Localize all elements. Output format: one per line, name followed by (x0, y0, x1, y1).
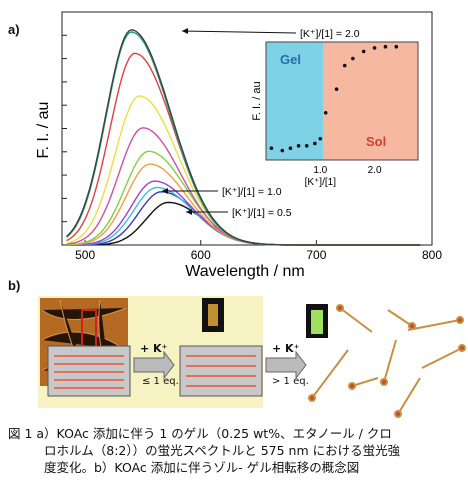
spectrum-series-11 (66, 29, 421, 246)
inset-region-gel (266, 42, 323, 160)
arrow-2-bottom-label: > 1 eq. (272, 376, 309, 387)
annotation-label: [K⁺]/[1] = 2.0 (300, 28, 360, 40)
inset-point (383, 44, 388, 49)
annotation-arrowhead (186, 209, 192, 215)
inset-point (288, 146, 293, 150)
annotation-arrow (181, 30, 297, 34)
arrow-1 (133, 350, 175, 380)
caption-line-2: ロホルム（8:2））の蛍光スペクトルと 575 nm における蛍光強 (44, 443, 401, 458)
inset-region-label: Sol (366, 134, 386, 149)
inset-region-sol (323, 42, 418, 160)
inset-point (313, 141, 317, 146)
panel-a-label: a) (8, 22, 20, 37)
annotation-arrowhead (182, 28, 188, 34)
inset-x-tick-label: 2.0 (368, 165, 382, 176)
inset-point (304, 144, 309, 148)
sol-gel-schematic (38, 296, 466, 418)
figure-caption: 図 1 a）KOAc 添加に伴う 1 のゲル（0.25 wt%、エタノール / … (8, 425, 463, 476)
inset-frame (265, 41, 419, 161)
inset-point (372, 46, 377, 50)
arrow-2 (265, 350, 307, 380)
inset-region-label: Gel (280, 52, 301, 67)
inset-point (269, 146, 274, 150)
inset-x-axis-label: [K⁺]/[1] (305, 177, 337, 188)
x-tick-label: 600 (191, 248, 211, 262)
inset-point (334, 87, 339, 91)
inset-point (342, 63, 347, 68)
dispersed-molecules (308, 304, 466, 418)
inset-point (318, 136, 323, 141)
arrow-1-top-label: + K⁺ (140, 342, 168, 355)
inset-point (323, 111, 328, 115)
annotation-arrowhead (162, 188, 168, 194)
x-tick-label: 800 (422, 248, 442, 262)
caption-line-3: 度変化。b）KOAc 添加に伴うゾル- ゲル相転移の概念図 (44, 460, 360, 475)
arrow-2-top-label: + K⁺ (272, 342, 300, 355)
inset-point (394, 44, 399, 49)
inset-y-axis-label: F. I. / au (251, 81, 263, 120)
intermediate-bundle-box (179, 345, 263, 397)
inset-point (296, 144, 301, 148)
spectrum-series-5 (66, 163, 421, 246)
y-axis-label: F. I. / au (35, 102, 52, 159)
x-axis-label: Wavelength / nm (185, 263, 304, 280)
inset-x-tick-label: 1.0 (313, 165, 327, 176)
panel-b-label: b) (8, 278, 21, 293)
x-tick-label: 700 (306, 248, 326, 262)
x-tick-label: 500 (75, 248, 95, 262)
caption-line-1: 図 1 a）KOAc 添加に伴う 1 のゲル（0.25 wt%、エタノール / … (8, 426, 392, 441)
annotation-label: [K⁺]/[1] = 0.5 (232, 207, 292, 219)
inset-point (280, 148, 285, 153)
inset-point (351, 56, 355, 61)
spectrum-chart: 500 600 700 800 [K⁺]/[1] = 2.0 [K⁺]/[1] = 1.… (35, 11, 442, 280)
arrow-1-bottom-label: ≤ 1 eq. (142, 376, 179, 387)
inset-point (361, 49, 366, 54)
annotation-label: [K⁺]/[1] = 1.0 (222, 186, 282, 198)
